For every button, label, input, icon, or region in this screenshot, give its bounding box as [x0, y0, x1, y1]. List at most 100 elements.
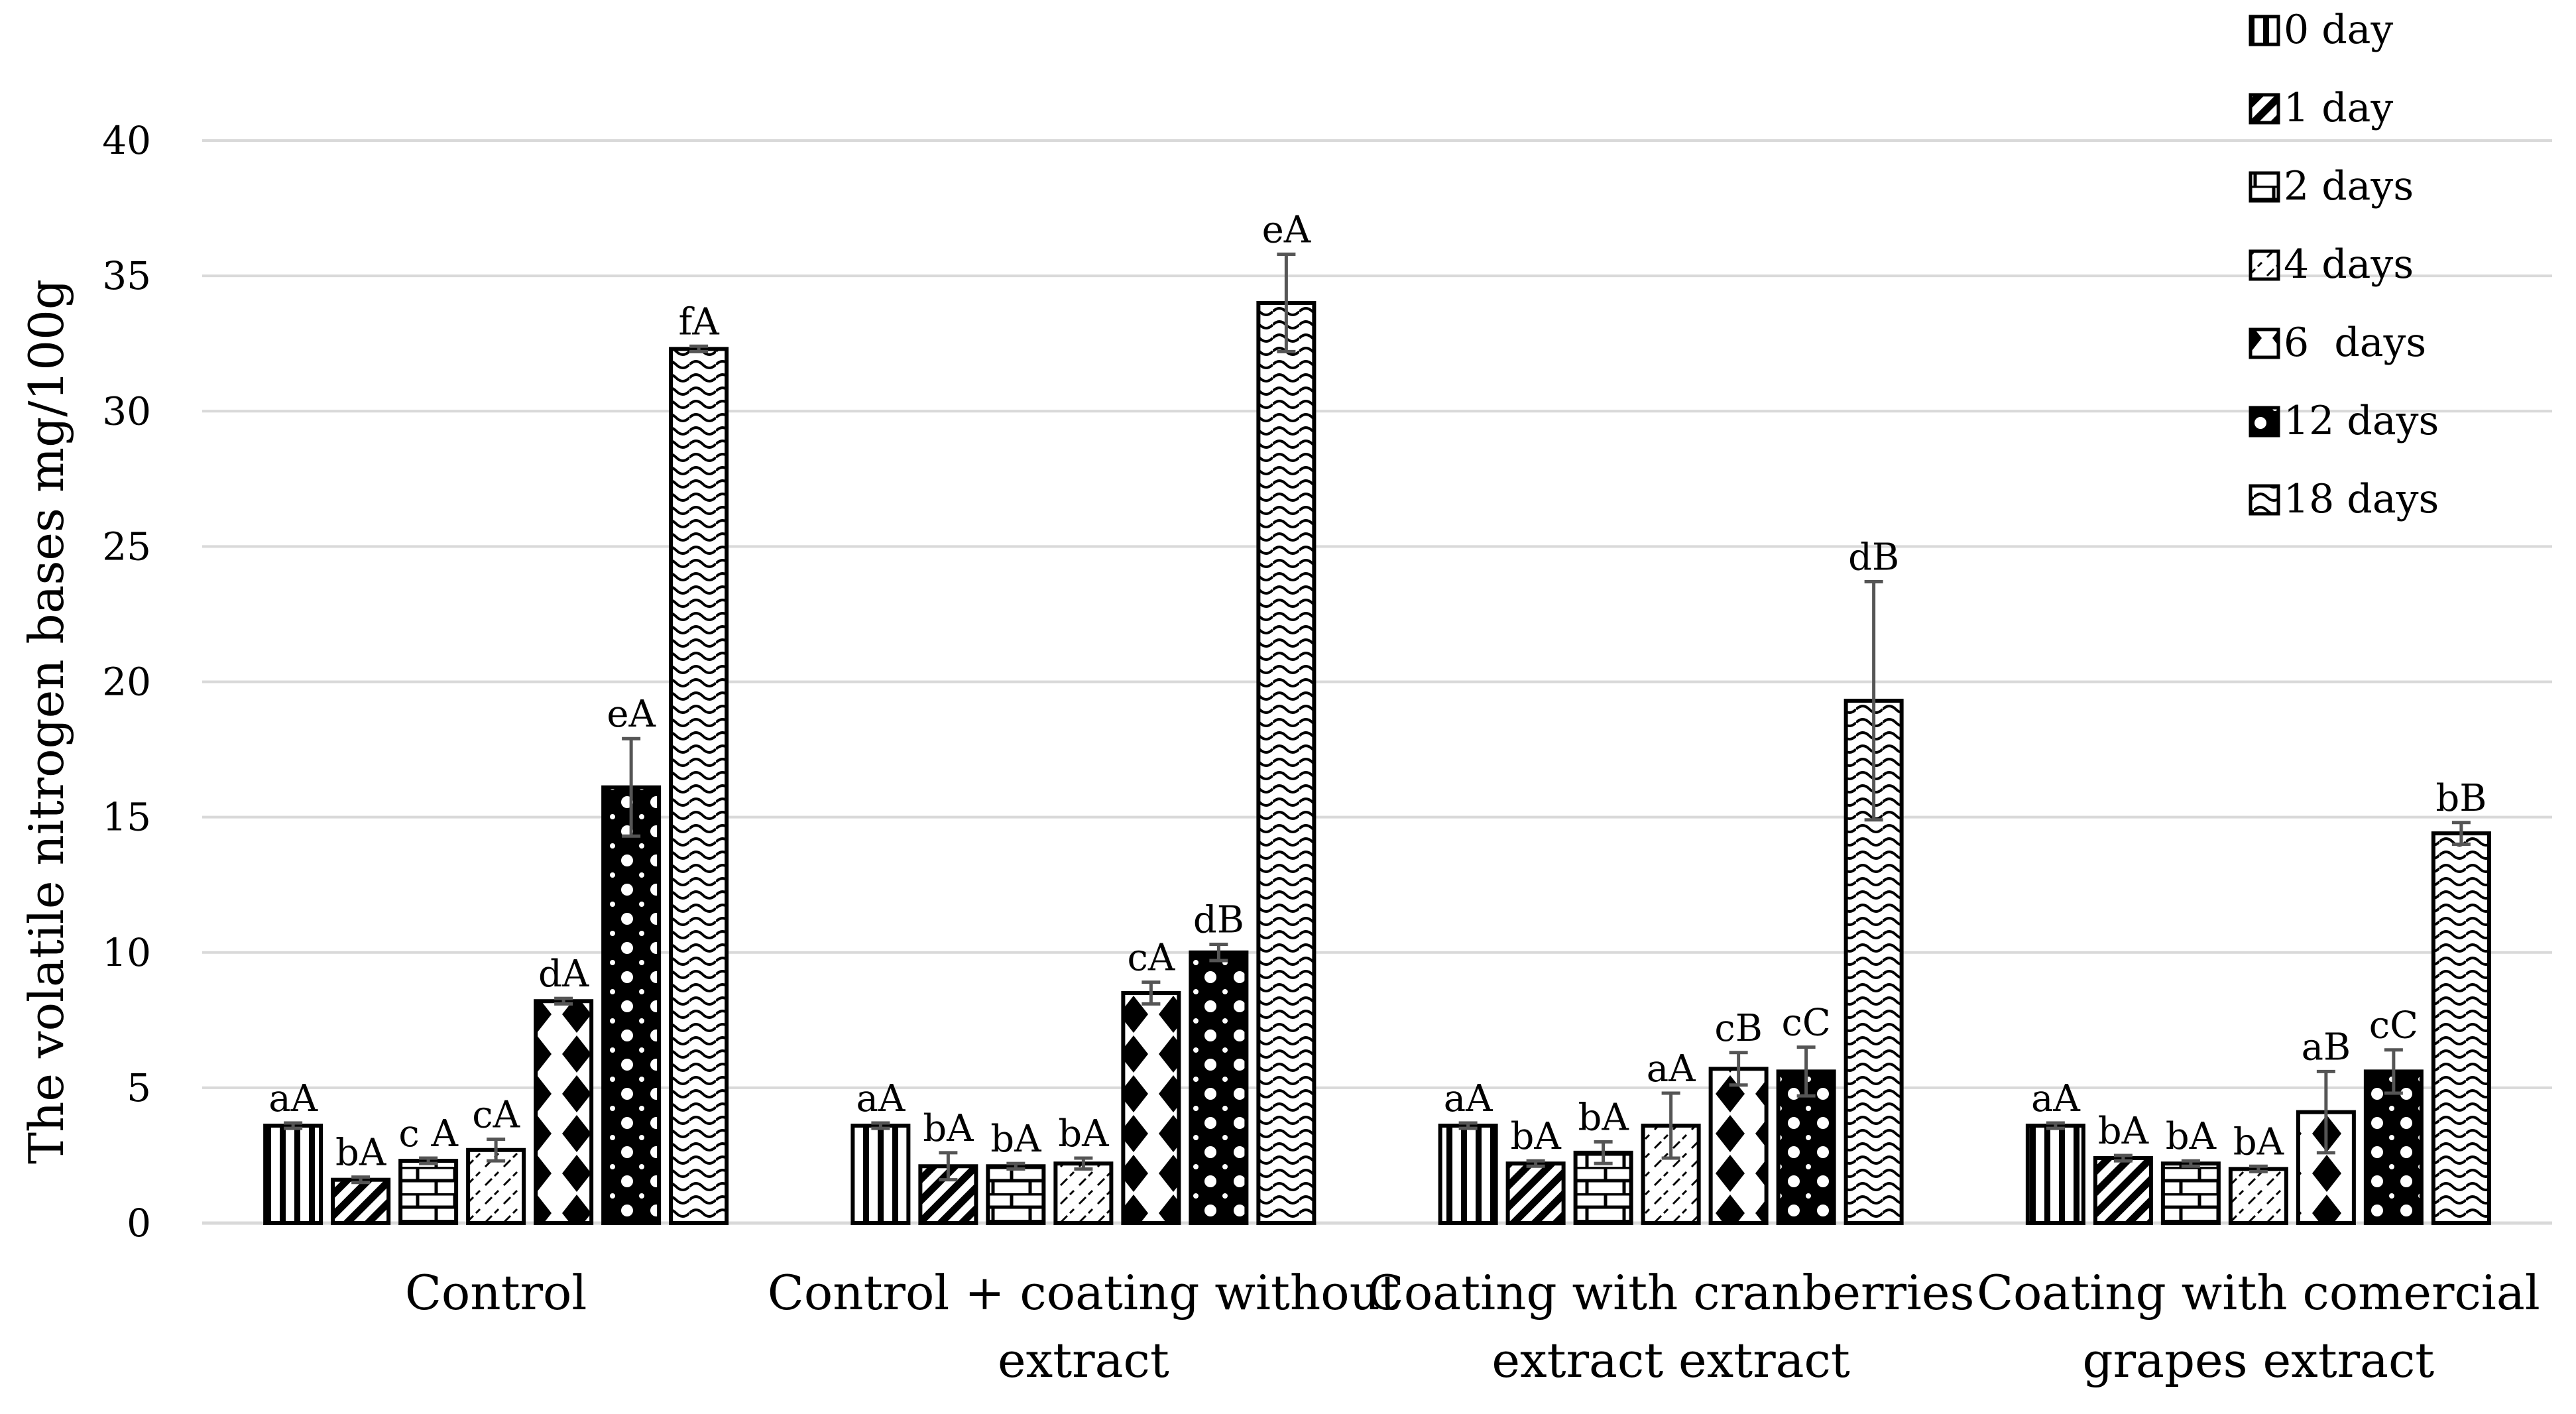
data-label: eA — [607, 693, 656, 736]
error-bar — [351, 1175, 371, 1185]
error-bar — [1006, 1161, 1025, 1171]
data-label: aA — [1444, 1077, 1493, 1120]
y-tick-label: 20 — [102, 660, 151, 705]
legend-swatch — [2249, 93, 2280, 125]
bar — [1708, 1067, 1769, 1225]
bar — [1189, 950, 1249, 1225]
data-label: dB — [1848, 536, 1899, 579]
legend-label: 0 day — [2284, 7, 2393, 53]
x-category-label: Control — [405, 1265, 587, 1321]
error-bar — [1796, 1045, 1816, 1098]
bar — [2025, 1124, 2085, 1226]
bar — [1256, 300, 1317, 1226]
data-label: c A — [398, 1112, 458, 1155]
legend-swatch — [2249, 484, 2280, 516]
bar — [850, 1124, 911, 1226]
error-bar — [1594, 1140, 1613, 1165]
data-label: bA — [2166, 1115, 2217, 1158]
data-label: fA — [679, 300, 720, 343]
bar — [2363, 1069, 2424, 1225]
data-label: bA — [923, 1107, 974, 1150]
bar — [466, 1148, 526, 1225]
data-label: bA — [335, 1132, 386, 1175]
error-bar — [2113, 1153, 2133, 1163]
data-label: cA — [1127, 937, 1175, 980]
x-category-label: grapes extract — [2083, 1332, 2435, 1388]
data-label: bA — [1058, 1112, 1109, 1155]
legend-label: 12 days — [2284, 398, 2439, 444]
bar — [601, 785, 662, 1225]
bar — [2160, 1161, 2221, 1226]
data-label: dB — [1193, 899, 1244, 942]
error-bar — [2249, 1164, 2268, 1173]
legend-label: 18 days — [2284, 476, 2439, 522]
data-label: bA — [1578, 1096, 1629, 1140]
error-bar — [1526, 1159, 1545, 1168]
y-tick-label: 15 — [102, 795, 151, 840]
x-category-label: Control + coating without — [768, 1265, 1399, 1321]
error-bar — [1074, 1156, 1093, 1171]
error-bar — [1458, 1121, 1478, 1130]
legend-label: 2 days — [2284, 163, 2414, 209]
data-label: bA — [2098, 1110, 2149, 1153]
error-bar — [487, 1137, 506, 1163]
error-bar — [554, 996, 573, 1006]
legend-swatch — [2249, 15, 2280, 46]
data-label: aA — [2031, 1077, 2080, 1120]
bar — [1121, 990, 1181, 1226]
y-tick-label: 35 — [102, 253, 151, 298]
error-bar — [939, 1151, 958, 1182]
category-labels: Control Control + coating without extract C… — [405, 1265, 2540, 1388]
y-tick-label: 10 — [102, 930, 151, 975]
y-axis-title: The volatile nitrogen bases mg/100g — [19, 279, 74, 1164]
data-label: cB — [1714, 1007, 1763, 1050]
data-label: aA — [856, 1077, 905, 1120]
bar — [331, 1177, 391, 1226]
error-bar — [1661, 1091, 1680, 1160]
error-bar — [1142, 980, 1161, 1006]
bar — [986, 1164, 1046, 1225]
bar — [534, 999, 594, 1225]
data-label: bA — [990, 1118, 1041, 1161]
error-bar — [2451, 821, 2471, 846]
y-tick-label: 25 — [102, 524, 151, 569]
legend: 0 day 1 day 2 days 4 days 6 days 12 days 18 da… — [2249, 7, 2439, 522]
bar — [263, 1124, 323, 1226]
legend-swatch — [2249, 249, 2280, 281]
data-label: aA — [1647, 1047, 1696, 1090]
bar — [2431, 831, 2491, 1225]
data-label: eA — [1262, 208, 1311, 251]
y-axis: 0 5 10 15 20 25 30 35 40 The volatile nitrogen ba… — [19, 118, 2552, 1246]
bar — [2093, 1156, 2153, 1226]
bar — [669, 347, 729, 1225]
error-bar — [2384, 1048, 2403, 1095]
bar — [1053, 1161, 1114, 1226]
legend-label: 6 days — [2284, 320, 2426, 366]
x-category-label: Coating with comercial — [1977, 1265, 2540, 1321]
gridlines — [202, 139, 2552, 1224]
error-bar — [1729, 1051, 1748, 1087]
error-bar — [1864, 579, 1883, 822]
legend-label: 4 days — [2284, 241, 2414, 288]
legend-swatch — [2249, 171, 2280, 203]
data-label: cA — [472, 1093, 520, 1136]
error-bar — [871, 1121, 890, 1130]
error-bar — [284, 1121, 303, 1130]
data-label: bA — [1510, 1115, 1561, 1158]
error-bar — [2181, 1159, 2200, 1168]
data-label: cC — [2369, 1004, 2418, 1047]
error-bar — [689, 344, 709, 353]
legend-swatch — [2249, 406, 2280, 438]
y-tick-label: 0 — [127, 1201, 151, 1246]
data-label: bA — [2233, 1120, 2284, 1163]
data-label: bB — [2435, 777, 2487, 820]
error-bar — [1209, 943, 1228, 963]
x-category-label: extract extract — [1492, 1332, 1849, 1388]
y-tick-label: 30 — [102, 388, 151, 434]
error-bar — [1277, 252, 1296, 353]
error-bar — [419, 1156, 438, 1165]
legend-swatch — [2249, 327, 2280, 359]
bar — [398, 1159, 459, 1226]
data-label: cC — [1782, 1002, 1831, 1045]
